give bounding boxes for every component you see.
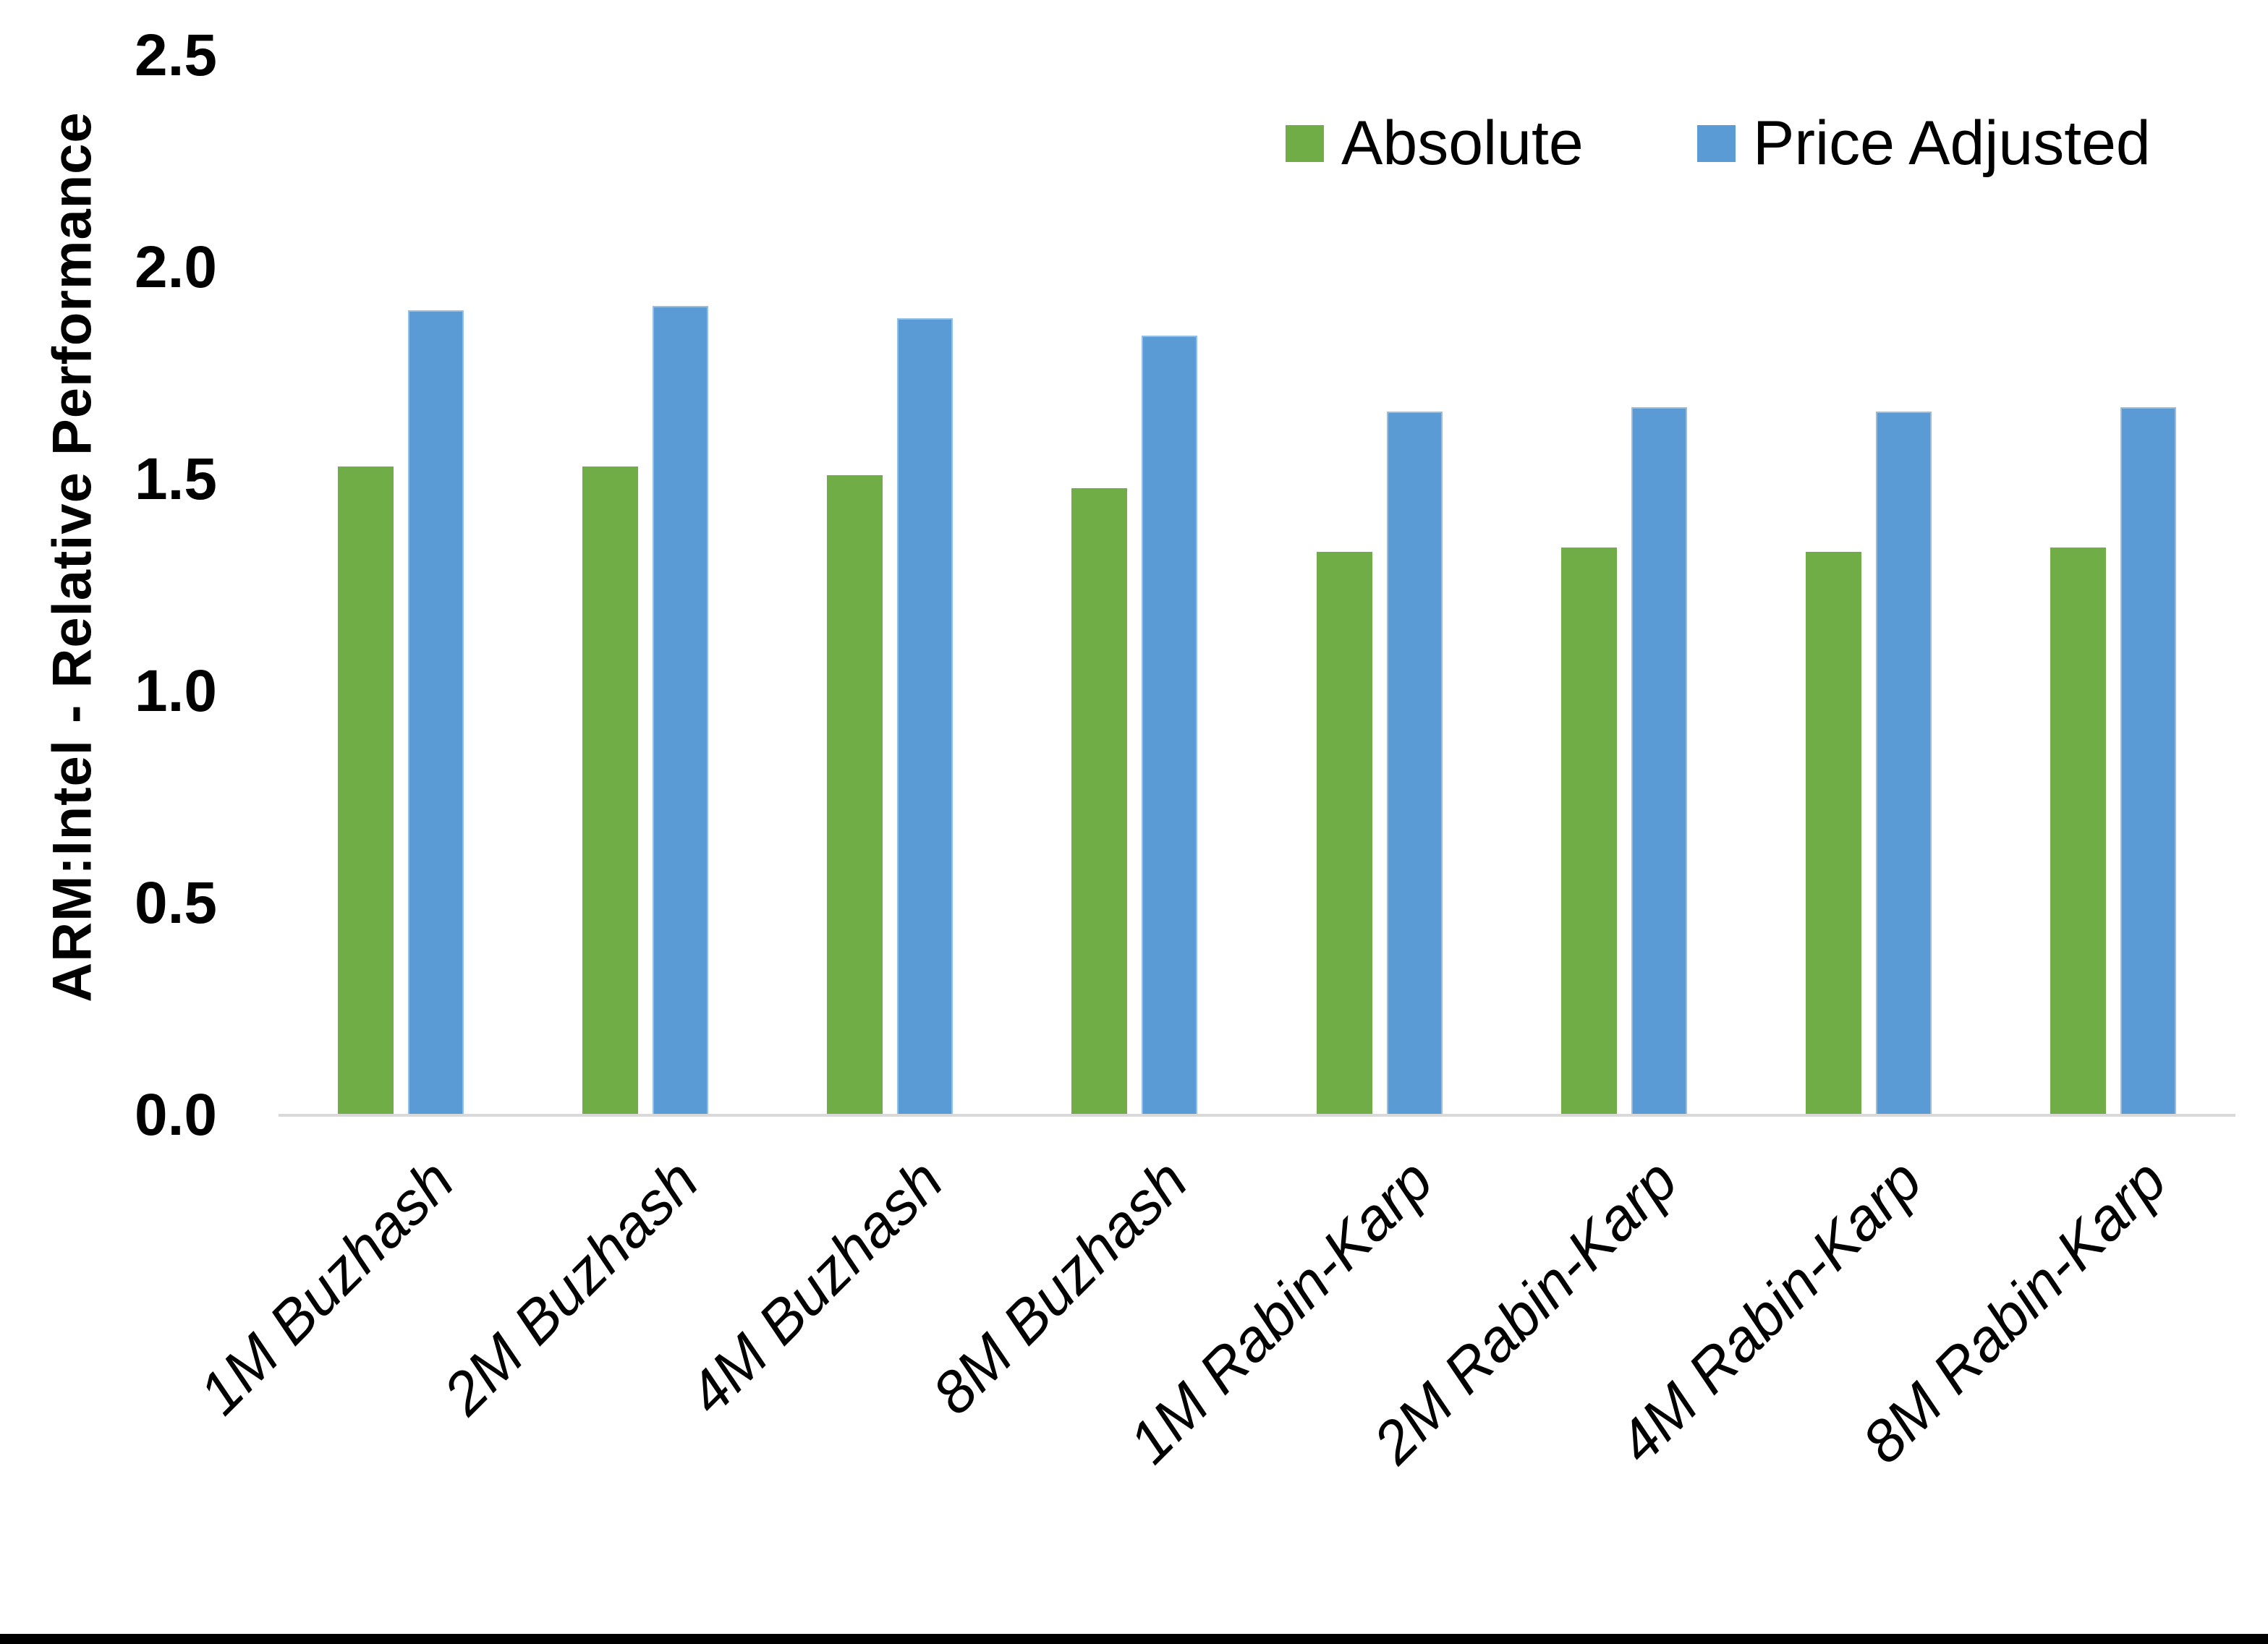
bar-absolute-2m-buzhash [582,467,639,1115]
bar-price-adjusted-2m-rabin-karp [1631,407,1687,1115]
y-tick-label-1.5: 1.5 [135,446,217,512]
x-axis-label-8m-buzhash: 8M Buzhash [920,1147,1201,1428]
bar-price-adjusted-1m-buzhash [408,310,464,1115]
bar-price-adjusted-4m-buzhash [897,318,954,1115]
y-tick-label-0.5: 0.5 [135,870,217,936]
bar-absolute-4m-buzhash [827,475,883,1115]
legend-swatch-price-adjusted [1697,124,1736,162]
legend-item-absolute: Absolute [1286,107,1584,179]
x-axis-label-4m-rabin-karp: 4M Rabin-Karp [1605,1147,1934,1476]
x-axis-label-2m-buzhash: 2M Buzhash [431,1147,711,1428]
x-axis-label-2m-rabin-karp: 2M Rabin-Karp [1361,1147,1690,1476]
bar-absolute-4m-rabin-karp [1805,552,1861,1115]
bar-absolute-8m-rabin-karp [2050,548,2106,1115]
x-axis-label-1m-rabin-karp: 1M Rabin-Karp [1116,1147,1445,1476]
y-tick-label-2.0: 2.0 [135,234,217,300]
bar-price-adjusted-4m-rabin-karp [1875,412,1932,1115]
y-tick-label-0.0: 0.0 [135,1082,217,1148]
bar-absolute-1m-rabin-karp [1316,552,1372,1115]
bar-absolute-2m-rabin-karp [1560,548,1617,1115]
bar-price-adjusted-8m-buzhash [1142,336,1198,1115]
bar-price-adjusted-8m-rabin-karp [2120,407,2176,1115]
x-axis-label-8m-rabin-karp: 8M Rabin-Karp [1850,1147,2179,1476]
x-axis-line [279,1114,2235,1117]
y-tick-label-2.5: 2.5 [135,22,217,88]
bar-price-adjusted-1m-rabin-karp [1386,412,1443,1115]
legend-label-absolute: Absolute [1341,108,1584,178]
figure-bottom-border [0,1634,2268,1644]
y-tick-label-1.0: 1.0 [135,658,217,724]
legend-swatch-absolute [1286,124,1324,162]
legend-item-price-adjusted: Price Adjusted [1697,107,2151,179]
bar-absolute-8m-buzhash [1071,488,1128,1115]
legend-label-price-adjusted: Price Adjusted [1753,108,2151,178]
x-axis-label-4m-buzhash: 4M Buzhash [676,1147,956,1428]
bar-price-adjusted-2m-buzhash [653,306,709,1115]
bar-absolute-1m-buzhash [338,467,394,1115]
x-axis-label-1m-buzhash: 1M Buzhash [187,1147,467,1428]
